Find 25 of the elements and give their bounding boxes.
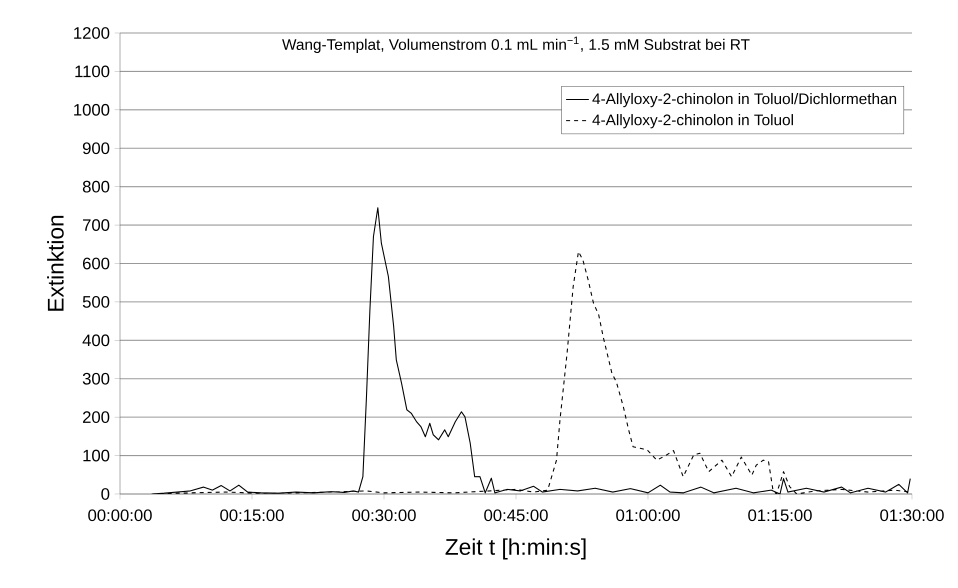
- y-tick-label: 0: [101, 488, 110, 500]
- y-tick-label: 600: [82, 258, 110, 270]
- y-tick-label: 100: [83, 450, 110, 462]
- x-tick-label: 00:45:00: [484, 509, 548, 522]
- x-tick-label: 01:30:00: [880, 509, 944, 522]
- y-tick-label: 1100: [75, 66, 110, 78]
- x-tick-label: 01:15:00: [748, 509, 812, 522]
- y-axis-title: Extinktion: [47, 216, 64, 311]
- x-axis-title: Zeit t [h:min:s]: [446, 538, 586, 560]
- x-tick-label: 00:15:00: [220, 509, 284, 522]
- x-tick-label: 00:00:00: [88, 509, 152, 522]
- legend-label: 4-Allyloxy-2-chinolon in Toluol: [592, 114, 793, 128]
- y-tick-label: 1000: [74, 104, 110, 116]
- chart-title: Wang-Templat, Volumenstrom 0.1 mL min$^{−1}$, 1.5 mM Substrat bei RT: [282, 36, 750, 53]
- y-tick-label: 700: [83, 219, 110, 231]
- x-tick-label: 01:00:00: [616, 509, 680, 522]
- y-tick-label: 400: [82, 334, 110, 346]
- y-tick-label: 300: [82, 372, 110, 385]
- y-tick-label: 1200: [74, 27, 110, 39]
- y-tick-label: 500: [82, 296, 110, 308]
- legend-label: 4-Allyloxy-2-chinolon in Toluol/Dichlormethan: [592, 92, 896, 108]
- x-tick-label: 00:30:00: [352, 509, 416, 522]
- y-tick-label: 900: [82, 142, 110, 154]
- y-tick-label: 800: [82, 180, 110, 193]
- y-tick-label: 200: [82, 411, 110, 424]
